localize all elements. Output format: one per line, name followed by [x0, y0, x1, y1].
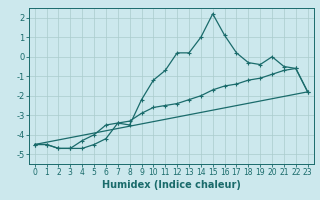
X-axis label: Humidex (Indice chaleur): Humidex (Indice chaleur) — [102, 180, 241, 190]
